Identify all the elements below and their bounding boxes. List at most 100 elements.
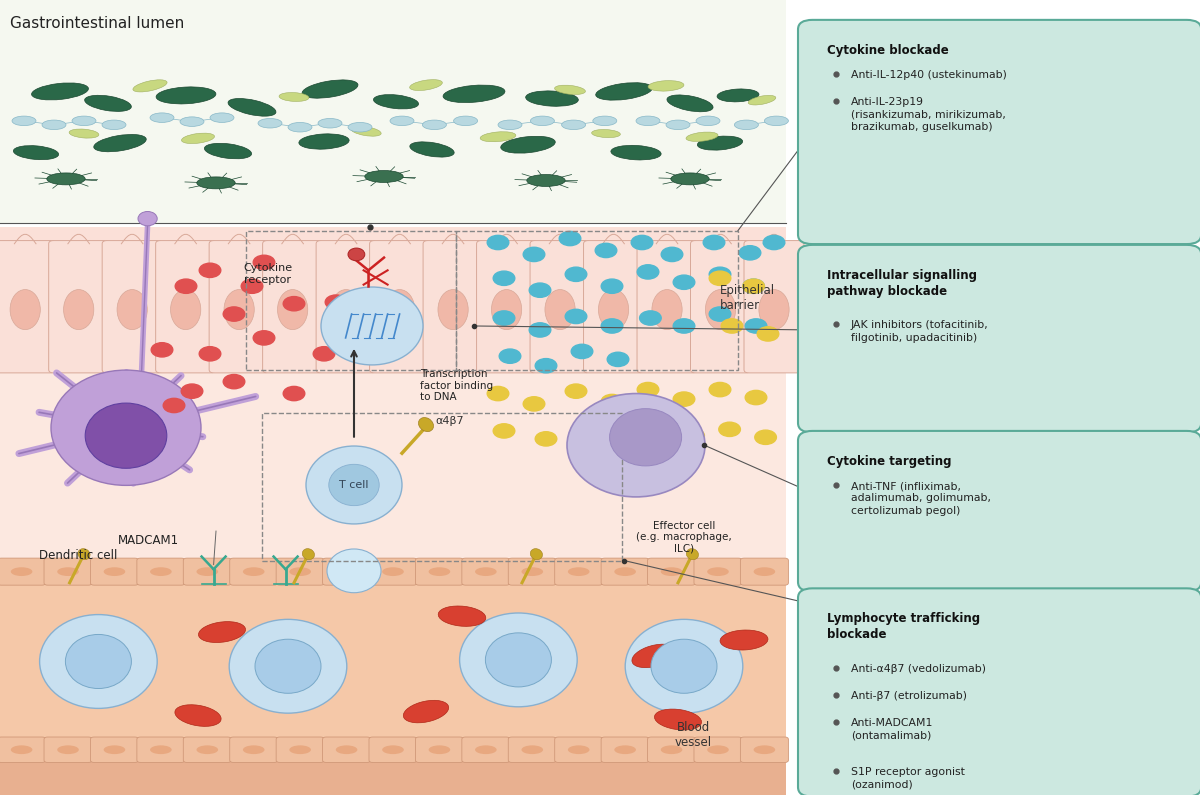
Ellipse shape (409, 80, 443, 91)
FancyBboxPatch shape (0, 240, 55, 373)
Circle shape (535, 431, 557, 446)
Ellipse shape (299, 134, 349, 149)
Bar (0, 560, 786, 759)
Ellipse shape (568, 568, 589, 576)
Text: Anti-TNF (infliximab,
adalimumab, golimumab,
certolizumab pegol): Anti-TNF (infliximab, adalimumab, golimu… (851, 481, 991, 516)
Bar (0, 369, 786, 560)
Ellipse shape (419, 418, 433, 431)
Text: Epithelial
barrier: Epithelial barrier (720, 284, 775, 312)
Circle shape (487, 236, 509, 250)
Ellipse shape (720, 630, 768, 650)
Ellipse shape (599, 290, 629, 330)
Ellipse shape (242, 745, 264, 754)
Ellipse shape (277, 290, 307, 330)
Ellipse shape (667, 95, 713, 111)
Circle shape (253, 331, 275, 345)
Ellipse shape (10, 290, 41, 330)
Ellipse shape (348, 123, 372, 132)
Ellipse shape (228, 99, 276, 116)
Circle shape (181, 384, 203, 398)
Circle shape (607, 430, 629, 444)
FancyBboxPatch shape (415, 558, 463, 585)
Ellipse shape (11, 745, 32, 754)
Ellipse shape (197, 568, 218, 576)
Text: Blood
vessel: Blood vessel (676, 721, 712, 749)
Circle shape (661, 248, 683, 262)
Circle shape (673, 275, 695, 290)
Circle shape (325, 295, 347, 310)
FancyBboxPatch shape (137, 737, 185, 763)
Ellipse shape (103, 568, 125, 576)
Ellipse shape (42, 120, 66, 130)
Ellipse shape (654, 709, 702, 730)
Text: Lymphocyte trafficking
blockade: Lymphocyte trafficking blockade (827, 612, 980, 642)
Ellipse shape (438, 606, 486, 626)
Ellipse shape (475, 745, 497, 754)
Ellipse shape (70, 129, 98, 139)
Ellipse shape (530, 548, 542, 560)
Ellipse shape (78, 548, 90, 560)
Ellipse shape (31, 83, 89, 100)
Ellipse shape (666, 120, 690, 130)
FancyBboxPatch shape (798, 20, 1200, 244)
Circle shape (571, 422, 593, 436)
Ellipse shape (94, 135, 146, 152)
Ellipse shape (697, 136, 743, 150)
Ellipse shape (403, 700, 449, 723)
Circle shape (757, 327, 779, 341)
Circle shape (743, 279, 764, 294)
FancyBboxPatch shape (798, 431, 1200, 591)
Ellipse shape (204, 143, 252, 158)
Ellipse shape (650, 639, 716, 693)
Text: S1P receptor agonist
(ozanimod): S1P receptor agonist (ozanimod) (851, 767, 965, 790)
Circle shape (223, 307, 245, 322)
Ellipse shape (348, 248, 365, 261)
Ellipse shape (175, 704, 221, 727)
FancyBboxPatch shape (648, 737, 696, 763)
FancyBboxPatch shape (0, 558, 46, 585)
Ellipse shape (595, 83, 653, 100)
Ellipse shape (11, 568, 32, 576)
FancyBboxPatch shape (44, 737, 92, 763)
FancyBboxPatch shape (798, 588, 1200, 796)
Circle shape (755, 430, 776, 444)
Ellipse shape (13, 146, 59, 160)
Ellipse shape (170, 290, 200, 330)
Ellipse shape (289, 568, 311, 576)
Ellipse shape (696, 116, 720, 126)
Text: Transcription
factor binding
to DNA: Transcription factor binding to DNA (420, 369, 493, 402)
Ellipse shape (706, 290, 736, 330)
Text: Intracellular signalling
pathway blockade: Intracellular signalling pathway blockad… (827, 269, 977, 298)
FancyBboxPatch shape (648, 558, 696, 585)
Circle shape (565, 310, 587, 324)
Circle shape (709, 271, 731, 286)
FancyBboxPatch shape (49, 240, 109, 373)
FancyBboxPatch shape (694, 737, 742, 763)
Ellipse shape (686, 548, 698, 560)
Circle shape (643, 420, 665, 435)
FancyBboxPatch shape (276, 737, 324, 763)
FancyBboxPatch shape (462, 737, 510, 763)
Ellipse shape (422, 120, 446, 130)
Text: Anti-IL-12p40 (ustekinumab): Anti-IL-12p40 (ustekinumab) (851, 70, 1007, 80)
FancyBboxPatch shape (476, 240, 536, 373)
Ellipse shape (12, 116, 36, 126)
Ellipse shape (754, 745, 775, 754)
FancyBboxPatch shape (156, 240, 216, 373)
Text: Anti-α4β7 (vedolizumab): Anti-α4β7 (vedolizumab) (851, 664, 986, 674)
FancyBboxPatch shape (276, 558, 324, 585)
FancyBboxPatch shape (0, 737, 46, 763)
Circle shape (499, 349, 521, 363)
Circle shape (175, 279, 197, 294)
Ellipse shape (133, 80, 167, 92)
Text: Cytokine
receptor: Cytokine receptor (244, 263, 292, 285)
Circle shape (283, 386, 305, 400)
FancyBboxPatch shape (415, 737, 463, 763)
Ellipse shape (632, 644, 676, 668)
Circle shape (745, 390, 767, 404)
Ellipse shape (40, 615, 157, 708)
Circle shape (241, 279, 263, 294)
Ellipse shape (611, 146, 661, 160)
Circle shape (637, 265, 659, 279)
Ellipse shape (85, 403, 167, 468)
